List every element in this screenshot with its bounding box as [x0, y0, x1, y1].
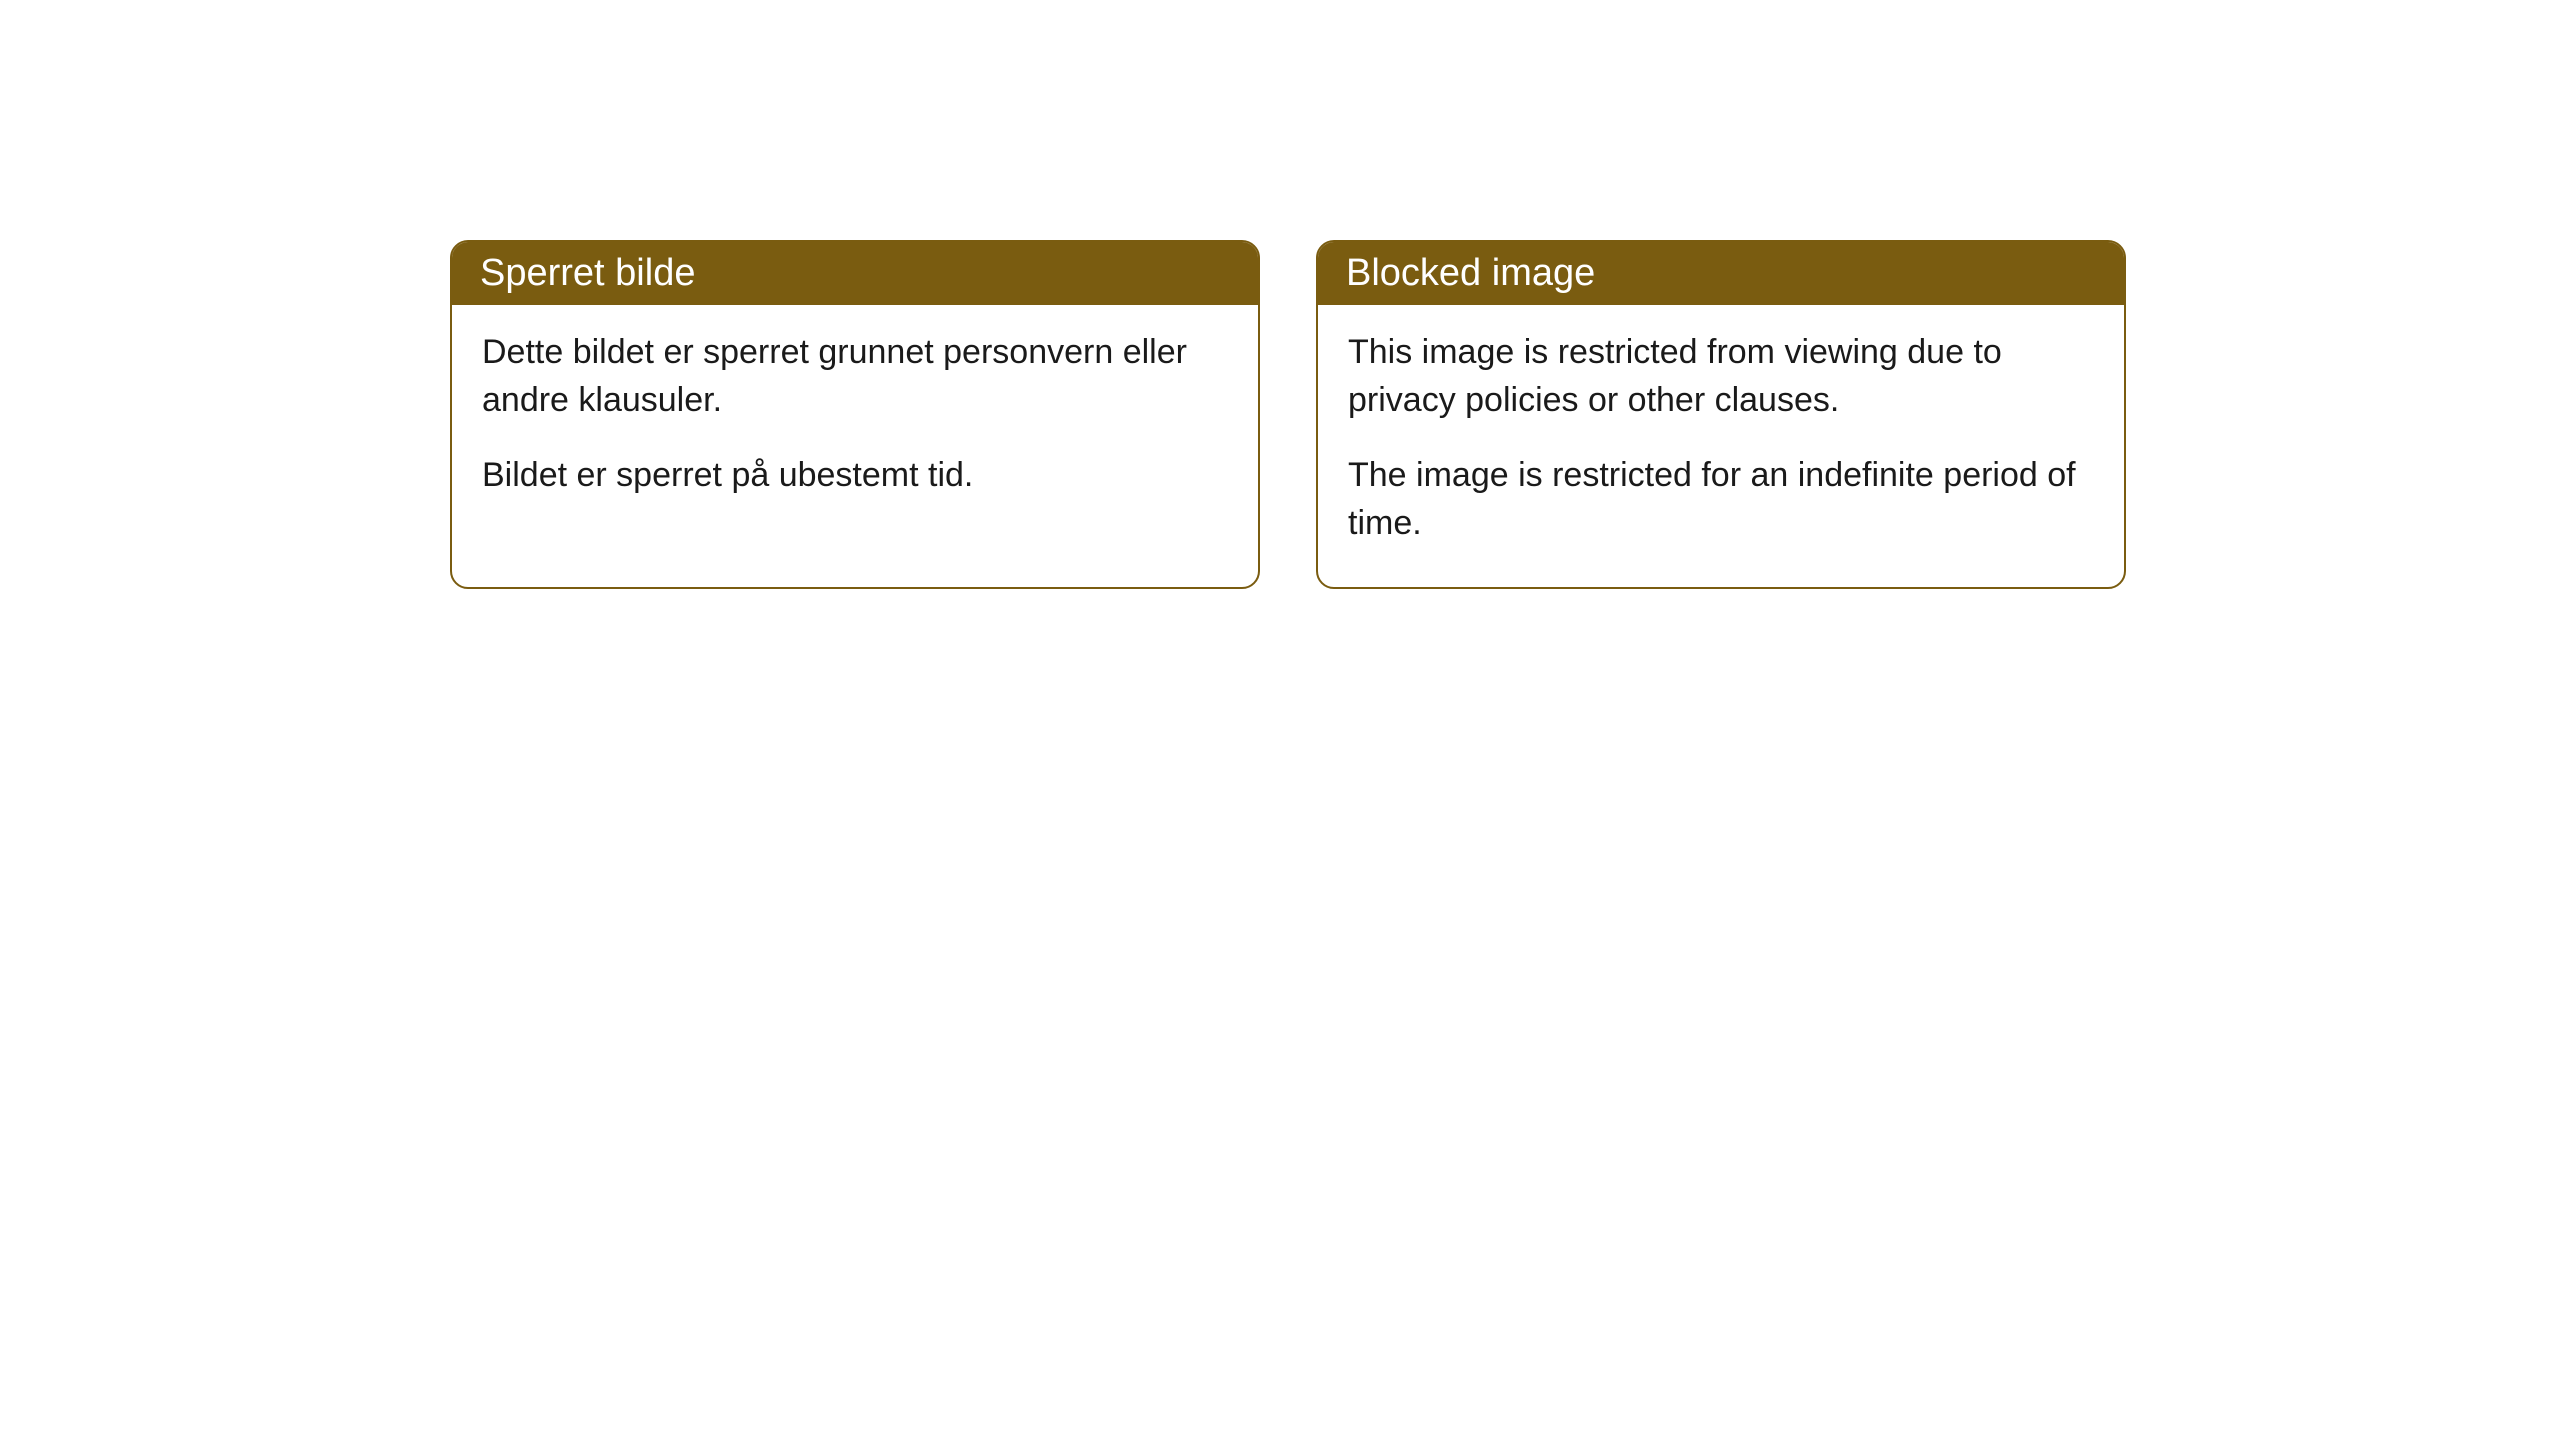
card-body: Dette bildet er sperret grunnet personve… — [452, 305, 1258, 540]
notice-paragraph-2: The image is restricted for an indefinit… — [1348, 452, 2094, 547]
notice-paragraph-1: Dette bildet er sperret grunnet personve… — [482, 329, 1228, 424]
card-title: Blocked image — [1346, 252, 1595, 294]
notice-card-norwegian: Sperret bilde Dette bildet er sperret gr… — [450, 240, 1260, 589]
notice-card-english: Blocked image This image is restricted f… — [1316, 240, 2126, 589]
notice-paragraph-2: Bildet er sperret på ubestemt tid. — [482, 452, 1228, 500]
card-header: Sperret bilde — [452, 242, 1258, 305]
notice-cards-container: Sperret bilde Dette bildet er sperret gr… — [450, 240, 2126, 589]
notice-paragraph-1: This image is restricted from viewing du… — [1348, 329, 2094, 424]
card-body: This image is restricted from viewing du… — [1318, 305, 2124, 587]
card-header: Blocked image — [1318, 242, 2124, 305]
card-title: Sperret bilde — [480, 252, 695, 294]
